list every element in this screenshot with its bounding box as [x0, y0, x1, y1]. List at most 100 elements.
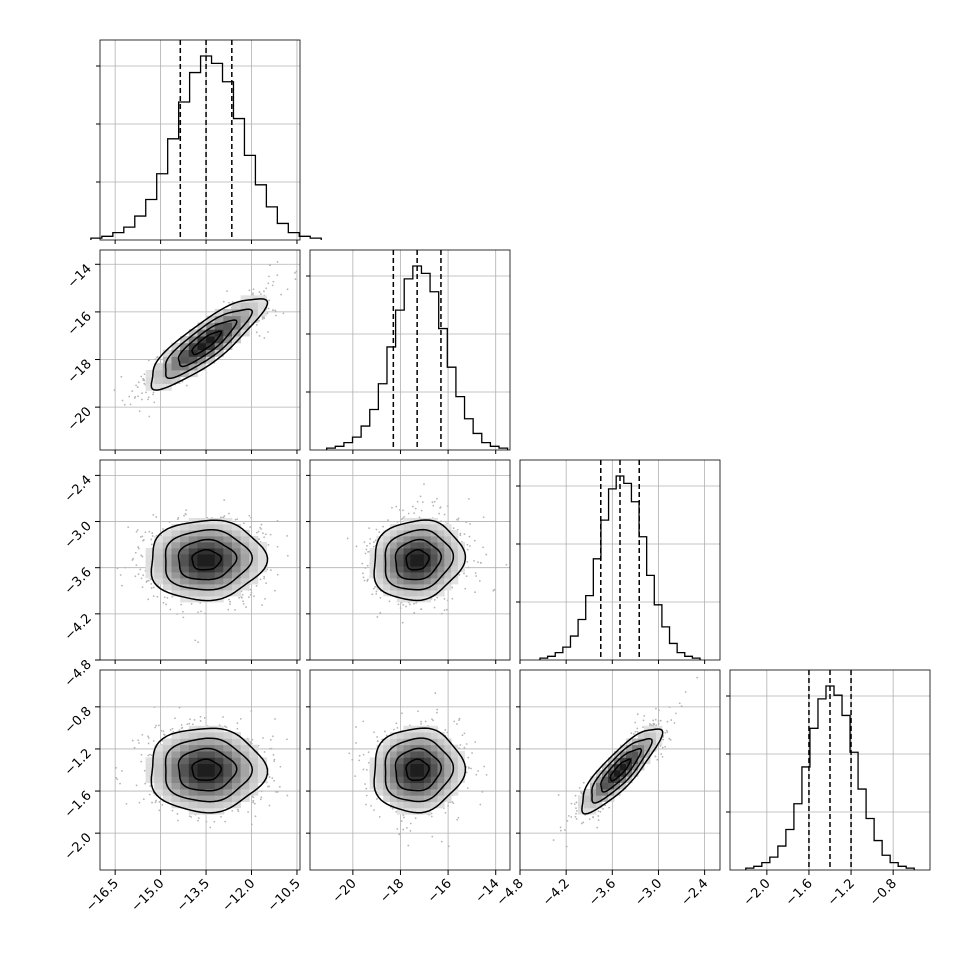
density-cell: [638, 763, 645, 771]
sample-point: [268, 776, 271, 778]
contour-line: [394, 538, 442, 581]
sample-point: [261, 316, 264, 319]
density-cell: [240, 530, 250, 537]
density-cell: [417, 542, 425, 549]
density-cell: [214, 342, 224, 351]
sample-point: [222, 716, 224, 718]
density-cell: [171, 524, 181, 531]
density-cell: [171, 751, 181, 758]
density-cell: [257, 548, 267, 555]
sample-point: [440, 840, 443, 843]
density-cell: [376, 770, 384, 777]
sample-point: [435, 497, 438, 500]
sample-point: [271, 777, 274, 780]
density-cell: [171, 548, 181, 555]
density-cell: [410, 795, 418, 802]
sample-point: [219, 516, 222, 519]
density-cell: [223, 315, 233, 323]
density-cell: [451, 788, 459, 796]
sample-point: [276, 573, 279, 576]
sample-point: [141, 586, 144, 589]
density-cell: [214, 578, 224, 585]
sample-point: [482, 546, 485, 549]
sample-point: [185, 509, 188, 512]
sample-point: [670, 719, 673, 721]
sample-point: [405, 826, 408, 829]
sample-point: [263, 577, 266, 580]
sample-point: [178, 706, 181, 709]
density-cell: [154, 376, 164, 384]
sample-point: [364, 783, 367, 785]
density-cell: [223, 322, 233, 330]
sample-point: [385, 734, 388, 737]
density-cell: [231, 776, 242, 784]
sample-point: [654, 718, 657, 721]
sample-point: [250, 516, 253, 519]
sample-point: [120, 375, 123, 378]
sample-point: [433, 599, 436, 601]
density-cell: [457, 757, 466, 765]
density-cell: [171, 776, 181, 784]
density-cell: [162, 770, 172, 777]
density-cell: [602, 763, 609, 771]
sample-point: [255, 531, 258, 534]
density-cell: [257, 302, 267, 310]
density-cell: [444, 744, 452, 752]
sample-point: [252, 801, 254, 804]
density-cell: [410, 572, 418, 579]
density-cell: [423, 725, 432, 733]
density-cell: [206, 554, 216, 561]
density-cell: [240, 584, 250, 591]
density-cell: [214, 763, 224, 771]
x-tick-label: −13.5: [174, 876, 213, 915]
density-cell: [620, 744, 627, 752]
sample-point: [147, 742, 150, 745]
sample-point: [575, 812, 577, 815]
sample-point: [379, 596, 382, 599]
sample-point: [659, 719, 662, 722]
sample-point: [181, 726, 184, 729]
sample-point: [148, 415, 151, 418]
y-tick-label: −4.2: [62, 611, 95, 644]
axes-frame: [309, 249, 511, 451]
density-cell: [223, 578, 233, 585]
density-cell: [162, 795, 172, 802]
density-cell: [162, 536, 172, 543]
x-tick-label: −4.2: [540, 876, 573, 909]
density-cell: [171, 542, 181, 549]
density-cell: [620, 782, 627, 790]
density-cell: [214, 572, 224, 579]
sample-point: [396, 726, 399, 729]
density-cell: [410, 807, 418, 815]
sample-point: [475, 773, 478, 776]
density-cell: [188, 578, 198, 585]
density-cell: [197, 363, 207, 371]
sample-point: [364, 567, 367, 569]
density-cell: [376, 782, 384, 790]
density-cell: [620, 757, 627, 765]
density-cell: [206, 572, 216, 579]
density-cell: [249, 782, 259, 790]
density-cell: [180, 732, 190, 739]
density-cell: [620, 776, 627, 784]
sample-point: [263, 751, 266, 753]
sample-point: [367, 761, 370, 764]
density-cell: [171, 763, 181, 771]
density-cell: [197, 763, 207, 771]
density-cell: [206, 336, 216, 344]
density-cell: [656, 732, 663, 739]
density-cell: [396, 536, 404, 543]
density-cell: [396, 596, 404, 603]
density-cell: [383, 795, 391, 802]
density-cell: [396, 744, 404, 752]
density-cell: [180, 566, 190, 573]
density-cell: [451, 776, 459, 784]
sample-point: [171, 727, 174, 730]
sample-point: [401, 621, 404, 624]
sample-point: [477, 770, 480, 772]
density-cell: [223, 782, 233, 790]
sample-point: [405, 605, 407, 608]
sample-point: [467, 497, 470, 500]
sample-point: [147, 598, 150, 601]
density-cell: [403, 542, 411, 549]
